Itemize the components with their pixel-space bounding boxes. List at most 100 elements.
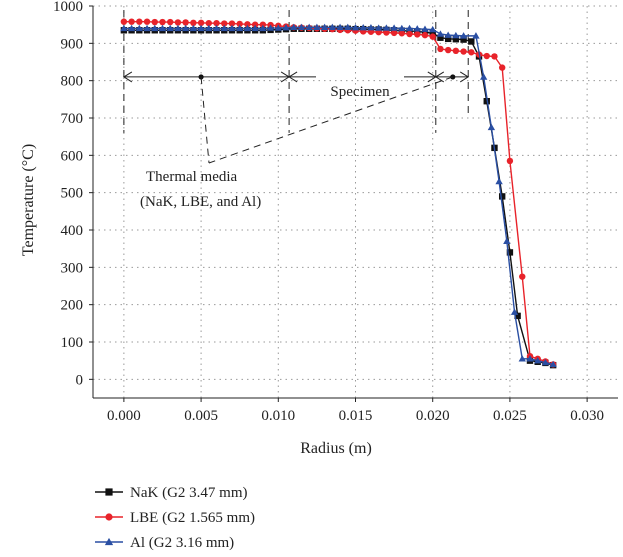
data-point	[487, 123, 496, 131]
data-point	[274, 24, 282, 31]
leader-line	[200, 76, 210, 164]
series-al	[120, 23, 557, 368]
data-point	[383, 29, 390, 36]
data-point	[472, 32, 480, 39]
data-point	[128, 18, 135, 25]
data-point	[359, 23, 367, 31]
data-point	[374, 24, 383, 31]
data-point	[413, 25, 421, 32]
data-point	[514, 312, 521, 320]
x-tick-label: 0.000	[107, 408, 141, 424]
y-axis-title: Temperature (°C)	[20, 144, 37, 256]
data-point	[251, 21, 259, 28]
data-point	[174, 24, 182, 32]
data-point	[151, 24, 159, 32]
annotations: Specimen Thermal media (NaK, LBE, and Al…	[140, 84, 390, 210]
data-point	[104, 537, 114, 546]
legend-label: Al (G2 3.16 mm)	[130, 535, 234, 551]
data-point	[549, 360, 557, 368]
data-point	[534, 356, 542, 364]
x-tick-label: 0.005	[184, 408, 218, 424]
data-point	[105, 513, 113, 521]
region-markers	[122, 10, 470, 164]
data-point	[151, 18, 158, 26]
data-point	[518, 355, 526, 362]
legend-item: LBE (G2 1.565 mm)	[95, 510, 255, 526]
data-point	[259, 24, 267, 32]
data-point	[135, 24, 144, 32]
x-tick-label: 0.020	[416, 408, 450, 424]
data-point	[526, 355, 534, 362]
data-point	[236, 20, 243, 28]
data-point	[228, 24, 236, 32]
data-point	[421, 25, 429, 32]
data-point	[519, 273, 526, 280]
x-axis-title: Radius (m)	[300, 440, 372, 457]
x-tick-label: 0.010	[261, 408, 295, 424]
data-point	[460, 36, 467, 43]
data-point	[228, 20, 236, 27]
y-tick-label: 100	[61, 335, 84, 351]
y-tick-label: 700	[61, 111, 84, 127]
y-tick-label: 900	[61, 36, 84, 52]
data-point	[452, 36, 460, 43]
data-point	[498, 64, 506, 71]
dimension-arrowhead	[434, 71, 445, 83]
data-point	[190, 19, 197, 26]
data-point	[320, 23, 329, 31]
data-point	[166, 24, 174, 32]
data-point	[452, 47, 460, 54]
x-tick-label: 0.030	[570, 408, 604, 424]
data-point	[406, 30, 413, 38]
data-point	[344, 23, 352, 31]
data-point	[213, 19, 220, 27]
data-point	[158, 24, 167, 32]
leader-dot	[198, 74, 204, 80]
data-point	[541, 358, 550, 366]
data-point	[236, 24, 244, 32]
y-tick-label: 300	[61, 260, 84, 276]
data-point	[437, 45, 444, 53]
data-point	[437, 34, 444, 41]
data-point	[459, 32, 468, 39]
data-point	[429, 33, 436, 40]
data-point	[174, 19, 182, 26]
y-tick-label: 1000	[53, 0, 83, 15]
y-axis: 0 100 200 300 400 500 600 700 800 900 1000	[53, 0, 94, 398]
dimension-arrowhead	[459, 71, 470, 83]
data-point	[436, 30, 445, 37]
y-tick-label: 600	[61, 148, 84, 164]
data-point	[468, 49, 475, 56]
data-point	[205, 19, 213, 27]
data-point	[159, 18, 166, 26]
data-point	[120, 24, 128, 32]
data-point	[398, 24, 406, 32]
data-point	[483, 52, 490, 60]
data-point	[290, 23, 298, 31]
data-point	[390, 24, 398, 31]
y-tick-label: 800	[61, 74, 84, 90]
data-point	[336, 23, 344, 31]
data-point	[197, 24, 205, 32]
data-point	[468, 38, 475, 45]
data-point	[503, 237, 511, 244]
data-point	[189, 24, 198, 32]
data-point	[127, 24, 136, 32]
data-point	[444, 35, 452, 43]
data-point	[244, 21, 251, 28]
dimension-arrowhead	[288, 71, 298, 83]
y-tick-label: 0	[76, 372, 84, 388]
x-tick-label: 0.015	[339, 408, 373, 424]
data-point	[429, 25, 437, 33]
data-point	[212, 24, 221, 32]
data-point	[297, 23, 306, 31]
data-point	[167, 18, 174, 26]
data-point	[398, 30, 406, 37]
data-point	[351, 23, 360, 31]
legend-item: NaK (G2 3.47 mm)	[95, 485, 247, 501]
data-point	[510, 308, 519, 315]
data-point	[405, 24, 414, 32]
legend: NaK (G2 3.47 mm) LBE (G2 1.565 mm) Al (G2 …	[95, 485, 255, 551]
dimension-arrowhead	[122, 71, 133, 83]
